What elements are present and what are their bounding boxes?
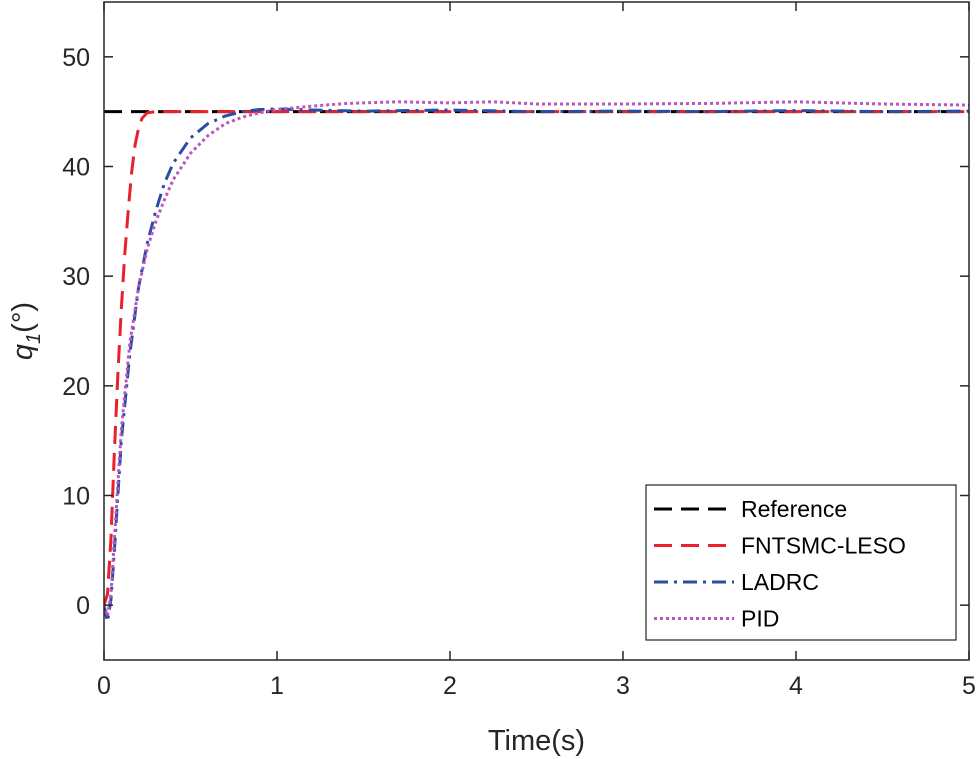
y-tick-label: 50 (62, 44, 90, 72)
y-axis-label-main: q (7, 344, 39, 360)
x-tick-label: 5 (962, 672, 976, 700)
y-tick-label: 30 (62, 263, 90, 291)
y-tick-label: 40 (62, 154, 90, 182)
y-axis-label-unit: (°) (7, 302, 39, 333)
legend-label: LADRC (741, 569, 819, 595)
axes (103, 1, 970, 661)
x-axis-ticks: 0 1 2 3 4 5 (97, 2, 976, 700)
legend-label: PID (741, 606, 779, 632)
x-axis-label: Time(s) (488, 725, 585, 757)
series-line-fntsmc-leso (104, 110, 969, 606)
x-tick-label: 1 (270, 672, 284, 700)
series-line-ladrc (104, 107, 969, 624)
y-axis-label: q1(°) (7, 302, 45, 360)
x-tick-label: 4 (789, 672, 803, 700)
x-tick-label: 3 (616, 672, 630, 700)
y-axis-label-sub: 1 (23, 333, 45, 344)
legend: Reference FNTSMC-LESO LADRC PID (645, 484, 957, 641)
series-line-pid (104, 100, 969, 618)
legend-label: Reference (741, 496, 847, 522)
plot-frame (103, 1, 970, 661)
y-axis-ticks: 0 10 20 30 40 50 (62, 44, 969, 620)
y-tick-label: 0 (76, 592, 90, 620)
x-tick-label: 0 (97, 672, 111, 700)
legend-label: FNTSMC-LESO (741, 533, 906, 559)
y-tick-label: 20 (62, 373, 90, 401)
legend-box (645, 484, 957, 641)
x-tick-label: 2 (443, 672, 457, 700)
y-tick-label: 10 (62, 483, 90, 511)
